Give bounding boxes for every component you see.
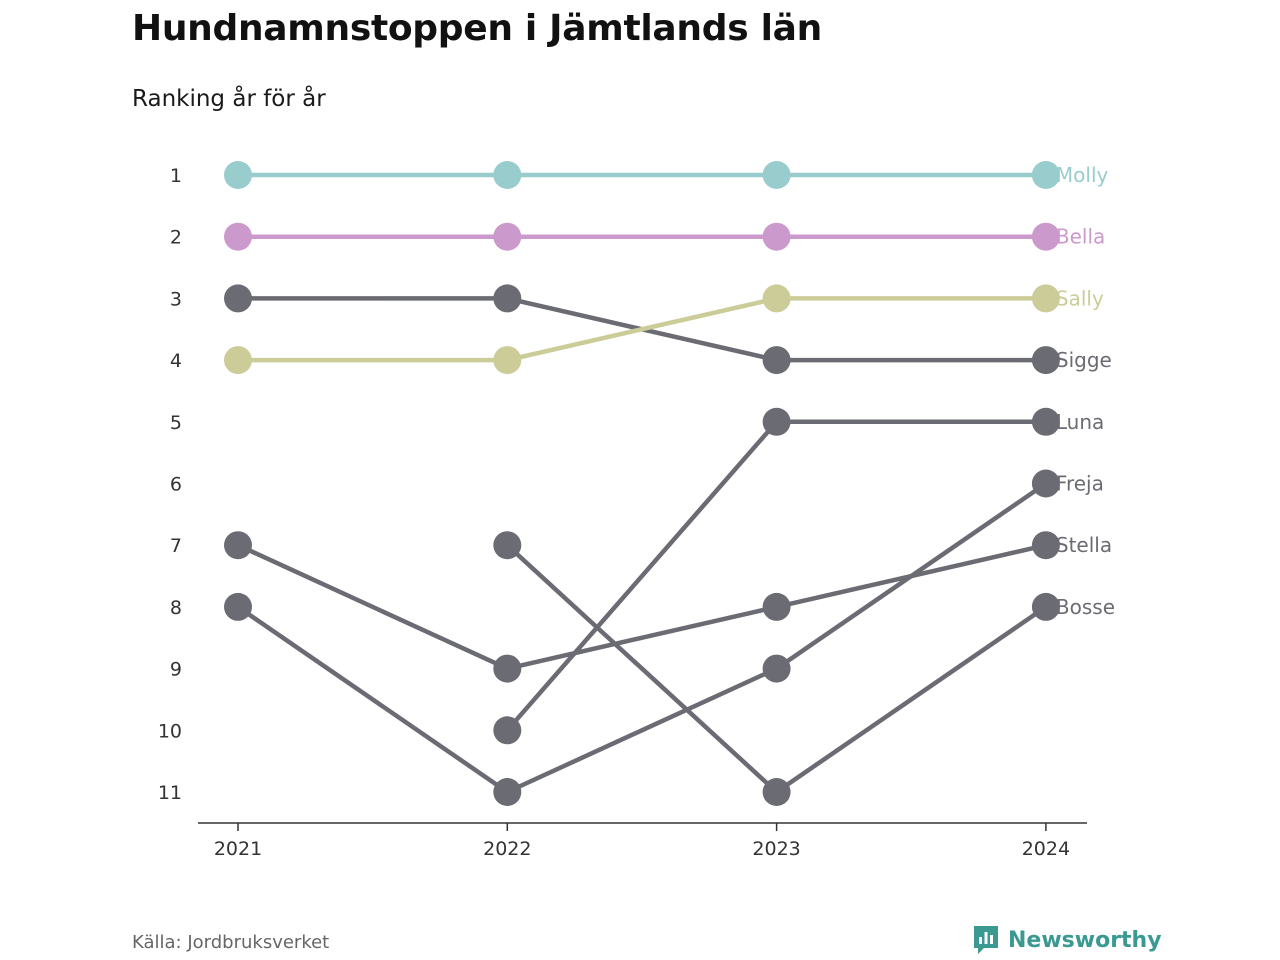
data-point-luna <box>762 407 791 436</box>
data-point-sally <box>762 284 791 313</box>
data-point-bosse <box>493 531 522 560</box>
data-point-sally <box>493 346 522 375</box>
series-label-freja: Freja <box>1056 472 1104 496</box>
data-point-bella <box>224 222 252 251</box>
data-point-molly <box>493 161 522 189</box>
series-label-luna: Luna <box>1056 410 1104 434</box>
data-point-molly <box>1031 161 1060 189</box>
y-tick-label: 11 <box>158 782 182 804</box>
data-point-luna <box>493 716 522 745</box>
series-line-stella <box>235 542 510 671</box>
data-point-stella <box>224 531 252 560</box>
data-point-stella <box>762 592 791 621</box>
series-label-bosse: Bosse <box>1056 595 1115 619</box>
series-label-sally: Sally <box>1056 286 1104 310</box>
series-line-stella <box>505 604 779 671</box>
data-point-bella <box>1031 222 1060 251</box>
data-point-sigge <box>224 284 252 313</box>
x-tick-label: 2024 <box>1022 838 1070 860</box>
data-point-bella <box>493 222 522 251</box>
y-tick-label: 1 <box>170 165 182 187</box>
y-tick-label: 6 <box>170 474 182 496</box>
series-label-molly: Molly <box>1056 163 1109 187</box>
series-line-bosse <box>774 604 1049 795</box>
data-point-bosse <box>1031 592 1060 621</box>
data-point-molly <box>762 161 791 189</box>
data-point-freja <box>493 778 522 806</box>
y-tick-label: 4 <box>170 350 182 372</box>
lines-layer <box>235 172 1049 795</box>
data-point-freja <box>224 592 252 621</box>
chart-title: Hundnamnstoppen i Jämtlands län <box>132 8 822 49</box>
data-point-sigge <box>493 284 522 313</box>
brand-logo: Newsworthy <box>972 924 1162 956</box>
points-layer <box>224 161 1060 806</box>
series-line-luna <box>505 419 779 733</box>
series-line-sally <box>505 296 779 363</box>
series-line-bosse <box>505 542 779 795</box>
y-tick-label: 9 <box>170 659 182 681</box>
y-tick-label: 3 <box>170 288 182 310</box>
x-tick-label: 2022 <box>483 838 531 860</box>
data-point-sally <box>1031 284 1060 313</box>
data-point-luna <box>1031 407 1060 436</box>
source-note: Källa: Jordbruksverket <box>132 932 330 953</box>
bar-chart-icon <box>974 926 998 954</box>
data-point-stella <box>493 654 522 683</box>
y-tick-label: 2 <box>170 227 182 249</box>
data-point-bella <box>762 222 791 251</box>
x-tick-label: 2021 <box>214 838 262 860</box>
series-label-bella: Bella <box>1056 225 1105 249</box>
data-point-stella <box>1031 531 1060 560</box>
data-point-sigge <box>1031 346 1060 375</box>
labels-layer: Sigge Luna Freja Stella Bosse Molly Bella Sally <box>1056 163 1115 619</box>
series-line-freja <box>235 604 510 795</box>
brand-name: Newsworthy <box>1008 927 1162 953</box>
data-point-sally <box>224 346 252 375</box>
y-tick-label: 7 <box>170 535 182 557</box>
y-tick-label: 5 <box>170 412 182 434</box>
data-point-molly <box>224 161 252 189</box>
data-point-freja <box>1031 469 1060 498</box>
data-point-bosse <box>762 778 791 806</box>
data-point-sigge <box>762 346 791 375</box>
axis-layer: 2021 2022 2023 2024 1 2 3 4 5 6 7 8 9 10 11 <box>158 165 1087 860</box>
series-line-freja <box>505 666 779 795</box>
series-label-sigge: Sigge <box>1056 348 1112 372</box>
series-line-stella <box>774 542 1049 610</box>
data-point-freja <box>762 654 791 683</box>
chart-subtitle: Ranking år för år <box>132 86 326 112</box>
series-label-stella: Stella <box>1056 533 1112 557</box>
y-tick-label: 8 <box>170 597 182 619</box>
y-tick-label: 10 <box>158 720 182 742</box>
x-tick-label: 2023 <box>752 838 800 860</box>
